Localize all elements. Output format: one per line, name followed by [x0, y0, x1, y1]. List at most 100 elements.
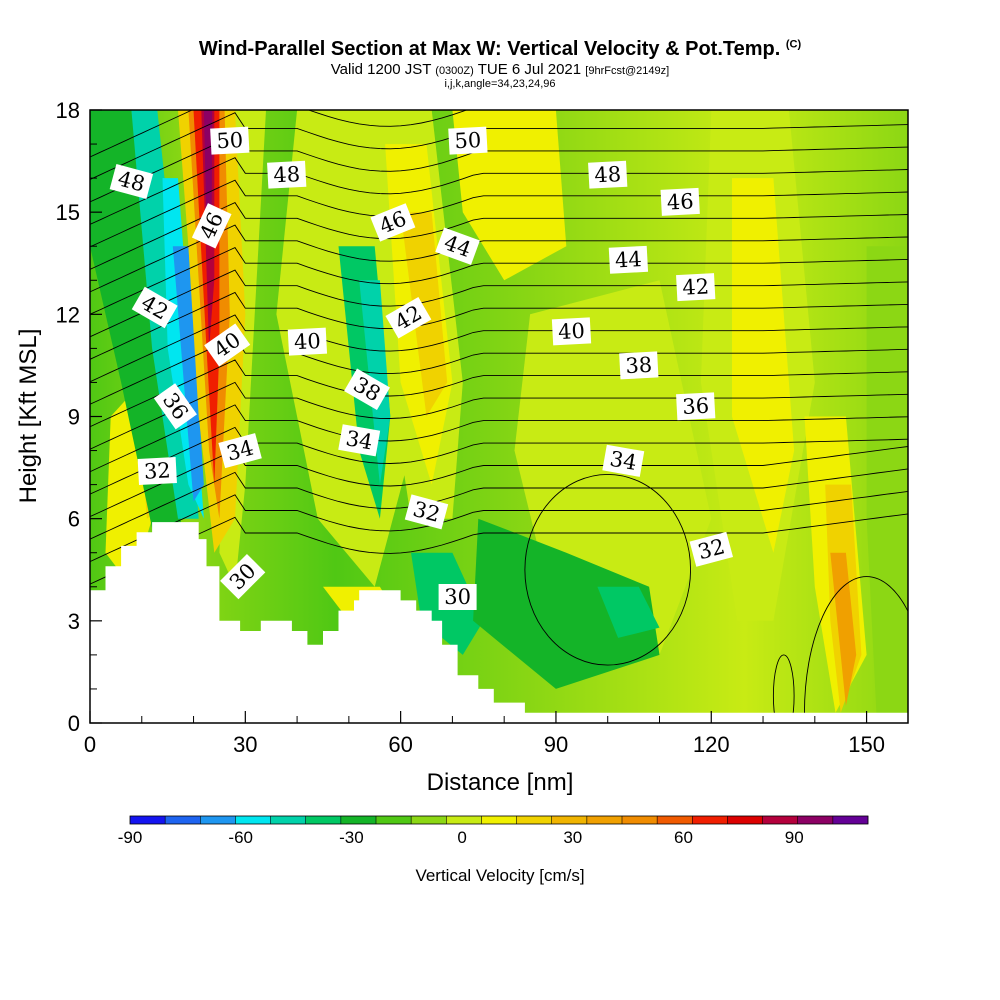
colorbar-frame	[129, 815, 869, 825]
x-tick-label: 0	[84, 732, 96, 757]
contour-label-32: 32	[137, 457, 177, 485]
colorbar-swatch	[692, 816, 728, 824]
valid-date: TUE 6 Jul 2021	[477, 61, 582, 78]
contour-label-30: 30	[438, 584, 477, 610]
contour-label-40: 40	[287, 327, 328, 356]
field-band	[90, 110, 184, 553]
contour-label-box	[220, 553, 266, 600]
contour-label-box	[370, 203, 416, 242]
colorbar-tick-label: -60	[228, 828, 253, 847]
contour-label-box	[131, 286, 178, 329]
colorbar-swatch	[200, 816, 236, 824]
colorbar-swatch	[762, 816, 799, 824]
contour-label-box	[218, 433, 262, 469]
contour-label-text: 40	[293, 329, 321, 354]
contour-label-box	[676, 392, 716, 421]
field-band	[866, 246, 908, 723]
contour-label-box	[204, 323, 251, 367]
isentrope-loop	[772, 654, 795, 723]
colorbar-swatch	[516, 816, 553, 824]
contour-label-box	[438, 584, 477, 610]
colorbar-tick-label: -90	[118, 828, 143, 847]
colorbar-swatch	[622, 816, 658, 824]
y-tick-label: 6	[68, 507, 80, 532]
chart-title: Wind-Parallel Section at Max W: Vertical…	[0, 38, 1000, 61]
colorbar-swatch	[130, 816, 166, 824]
colorbar-swatch	[235, 816, 271, 824]
terrain-fill	[90, 522, 908, 723]
contour-label-48: 48	[588, 160, 628, 189]
y-axis-label: Height [Kft MSL]	[15, 329, 42, 504]
contour-label-box	[660, 187, 700, 216]
contour-label-box	[191, 203, 232, 249]
contour-label-text: 50	[454, 128, 482, 153]
isentrope-line	[90, 359, 908, 428]
isentrope-line	[90, 179, 908, 248]
isentrope-line	[90, 314, 908, 383]
contour-label-box	[404, 494, 449, 530]
contour-label-box	[619, 351, 659, 380]
contour-label-50: 50	[448, 126, 488, 155]
contour-label-34: 34	[338, 424, 381, 457]
y-tick-label: 12	[56, 302, 80, 327]
contour-label-32: 32	[404, 494, 449, 530]
contour-label-box	[588, 160, 628, 189]
colorbar-swatch	[376, 816, 412, 824]
contour-label-text: 46	[666, 189, 694, 214]
contour-label-box	[608, 245, 649, 274]
contour-label-text: 50	[216, 128, 244, 153]
contour-label-40: 40	[551, 317, 592, 346]
contour-label-box	[153, 383, 197, 430]
contour-label-text: 36	[682, 394, 710, 419]
colorbar-swatch	[340, 816, 377, 824]
contour-label-box	[210, 126, 250, 155]
y-tick-label: 9	[68, 405, 80, 430]
isentrope-line	[90, 291, 908, 360]
contour-label-text: 34	[608, 447, 638, 475]
isentrope-line	[90, 112, 908, 180]
grid-indices: i,j,k,angle=34,23,24,96	[0, 78, 1000, 90]
isentrope-line	[90, 202, 908, 270]
contour-label-50: 50	[210, 126, 250, 155]
field-band	[473, 518, 660, 689]
contour-label-text: 30	[444, 585, 471, 609]
contour-label-34: 34	[218, 433, 262, 469]
contour-label-box	[448, 126, 488, 155]
field-band	[597, 586, 660, 638]
contour-label-text: 40	[558, 319, 586, 344]
isentrope-line	[90, 381, 908, 450]
contour-label-42: 42	[676, 273, 716, 302]
isentrope-line	[90, 224, 908, 293]
x-tick-label: 120	[693, 732, 730, 757]
y-tick-label: 18	[56, 98, 80, 123]
isentrope-line	[90, 426, 908, 495]
contour-label-46: 46	[660, 187, 700, 216]
contour-label-text: 44	[614, 247, 642, 272]
isentrope-loop	[524, 473, 692, 666]
isentrope-line	[90, 468, 908, 540]
y-tick-label: 15	[56, 200, 80, 225]
contour-label-34: 34	[602, 444, 645, 477]
contour-label-text: 32	[143, 458, 171, 483]
isentrope-line	[90, 404, 908, 473]
contour-label-text: 38	[625, 353, 653, 378]
potential-temperature-contours	[90, 110, 908, 723]
field-band	[172, 246, 204, 502]
colorbar-swatch	[446, 816, 482, 824]
contour-label-text: 48	[594, 162, 622, 187]
isentrope-line	[90, 157, 908, 225]
contour-label-box	[344, 368, 390, 411]
title-main: Wind-Parallel Section at Max W: Vertical…	[198, 38, 781, 60]
colorbar-tick-label: 0	[457, 828, 466, 847]
y-tick-label: 3	[68, 609, 80, 634]
contour-label-box	[137, 457, 177, 485]
contour-label-48: 48	[109, 164, 154, 199]
colorbar-tick-label: 30	[563, 828, 582, 847]
contour-label-text: 34	[344, 426, 374, 454]
colorbar-swatch	[551, 816, 588, 824]
colorbar-swatch	[165, 816, 201, 824]
chart-subtitle: Valid 1200 JST (0300Z) TUE 6 Jul 2021 [9…	[0, 61, 1000, 78]
colorbar-swatch	[797, 816, 834, 824]
